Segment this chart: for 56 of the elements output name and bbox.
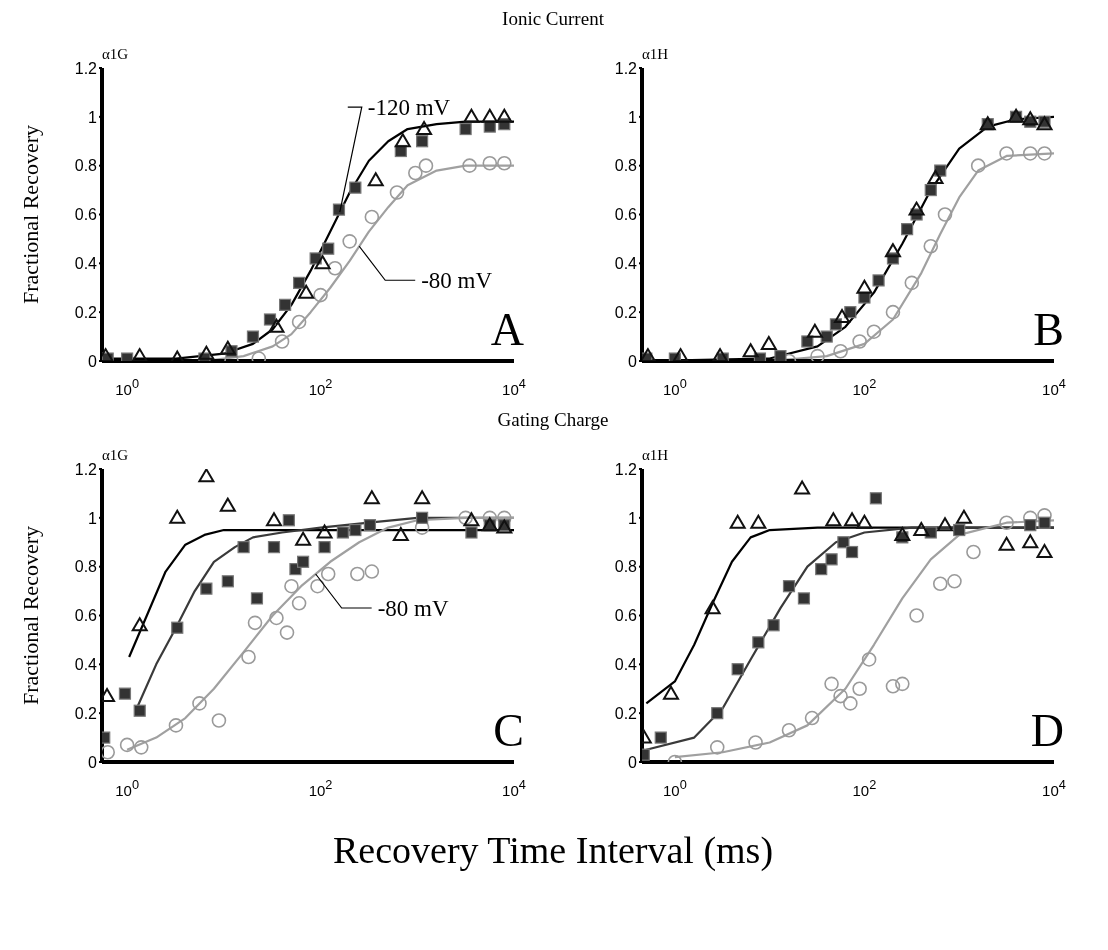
y-tick-label: 0.8 — [614, 558, 638, 576]
y-tick-label: 1 — [88, 509, 98, 527]
annotation: B — [1033, 304, 1064, 355]
y-tick-label: 0.6 — [74, 206, 98, 224]
x-tick-label: 10$^{2}$ — [852, 375, 877, 398]
y-tick-label: 1.2 — [74, 59, 98, 77]
annotation: -80 mV — [377, 595, 449, 621]
text: α1G — [102, 46, 129, 63]
y-tick-label: 0.2 — [74, 303, 98, 321]
y-tick-label: 1 — [88, 108, 98, 126]
y-tick-label: 0.2 — [614, 303, 638, 321]
y-tick-label: 0.6 — [614, 607, 638, 625]
x-tick-label: 10$^{0}$ — [662, 776, 687, 799]
x-tick-label: 10$^{4}$ — [502, 375, 526, 398]
y-tick-label: 0 — [628, 352, 638, 370]
x-tick-label: 10$^{2}$ — [308, 375, 333, 398]
x-tick-label: 10$^{0}$ — [115, 776, 139, 799]
y-tick-label: 0.4 — [614, 656, 638, 674]
x-tick-label: 10$^{2}$ — [308, 776, 333, 799]
y-tick-label: 0 — [628, 753, 638, 771]
y-tick-label: 0.6 — [74, 607, 98, 625]
annotation: A — [490, 304, 524, 355]
y-tick-label: 0.8 — [74, 558, 98, 576]
y-tick-label: 0.4 — [614, 255, 638, 273]
y-tick-label: 0.2 — [74, 704, 98, 722]
y-axis-title: Fractional Recovery — [17, 125, 43, 304]
text: Ionic Current — [501, 8, 605, 31]
x-tick-label: 10$^{2}$ — [852, 776, 877, 799]
annotation: D — [1030, 705, 1064, 756]
x-tick-label: 10$^{0}$ — [115, 375, 139, 398]
y-tick-label: 1.2 — [614, 59, 638, 77]
text: α1G — [102, 447, 129, 464]
text: Gating Charge — [496, 409, 610, 432]
x-tick-label: 10$^{4}$ — [502, 776, 526, 799]
x-tick-label: 10$^{4}$ — [1042, 776, 1066, 799]
y-tick-label: 0.8 — [74, 157, 98, 175]
x-tick-label: 10$^{4}$ — [1042, 375, 1066, 398]
y-tick-label: 0.4 — [74, 255, 98, 273]
y-tick-label: 1.2 — [74, 460, 98, 478]
y-tick-label: 0 — [88, 352, 98, 370]
x-tick-label: 10$^{0}$ — [662, 375, 687, 398]
text: α1H — [642, 447, 669, 464]
y-tick-label: 0.2 — [614, 704, 638, 722]
y-tick-label: 0.6 — [614, 206, 638, 224]
y-tick-label: 1 — [628, 509, 638, 527]
annotation: -120 mV — [367, 95, 451, 121]
text: α1H — [642, 46, 669, 63]
annotation: C — [493, 705, 524, 756]
y-tick-label: 0 — [88, 753, 98, 771]
y-tick-label: 0.8 — [614, 157, 638, 175]
annotation: -80 mV — [421, 268, 493, 294]
y-axis-title: Fractional Recovery — [17, 526, 43, 705]
y-tick-label: 1.2 — [614, 460, 638, 478]
y-tick-label: 1 — [628, 108, 638, 126]
x-axis-title: Recovery Time Interval (ms) — [331, 828, 775, 872]
y-tick-label: 0.4 — [74, 656, 98, 674]
